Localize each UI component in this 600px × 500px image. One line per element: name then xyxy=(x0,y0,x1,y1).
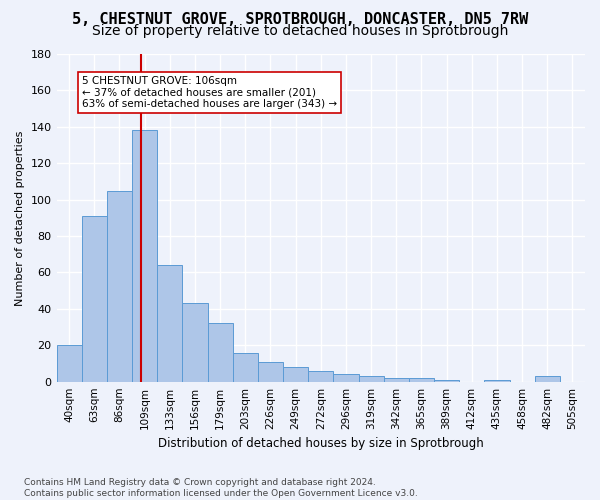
Bar xyxy=(208,324,233,382)
X-axis label: Distribution of detached houses by size in Sprotbrough: Distribution of detached houses by size … xyxy=(158,437,484,450)
Text: 5, CHESTNUT GROVE, SPROTBROUGH, DONCASTER, DN5 7RW: 5, CHESTNUT GROVE, SPROTBROUGH, DONCASTE… xyxy=(72,12,528,28)
Bar xyxy=(157,265,182,382)
Bar xyxy=(283,367,308,382)
Bar xyxy=(535,376,560,382)
Bar xyxy=(434,380,459,382)
Text: Size of property relative to detached houses in Sprotbrough: Size of property relative to detached ho… xyxy=(92,24,508,38)
Bar xyxy=(56,346,82,382)
Bar xyxy=(233,352,258,382)
Bar xyxy=(484,380,509,382)
Bar xyxy=(132,130,157,382)
Bar xyxy=(182,304,208,382)
Text: Contains HM Land Registry data © Crown copyright and database right 2024.
Contai: Contains HM Land Registry data © Crown c… xyxy=(24,478,418,498)
Bar xyxy=(359,376,383,382)
Bar xyxy=(409,378,434,382)
Bar xyxy=(308,371,334,382)
Bar xyxy=(258,362,283,382)
Bar xyxy=(334,374,359,382)
Bar xyxy=(107,190,132,382)
Text: 5 CHESTNUT GROVE: 106sqm
← 37% of detached houses are smaller (201)
63% of semi-: 5 CHESTNUT GROVE: 106sqm ← 37% of detach… xyxy=(82,76,337,109)
Bar xyxy=(383,378,409,382)
Y-axis label: Number of detached properties: Number of detached properties xyxy=(15,130,25,306)
Bar xyxy=(82,216,107,382)
